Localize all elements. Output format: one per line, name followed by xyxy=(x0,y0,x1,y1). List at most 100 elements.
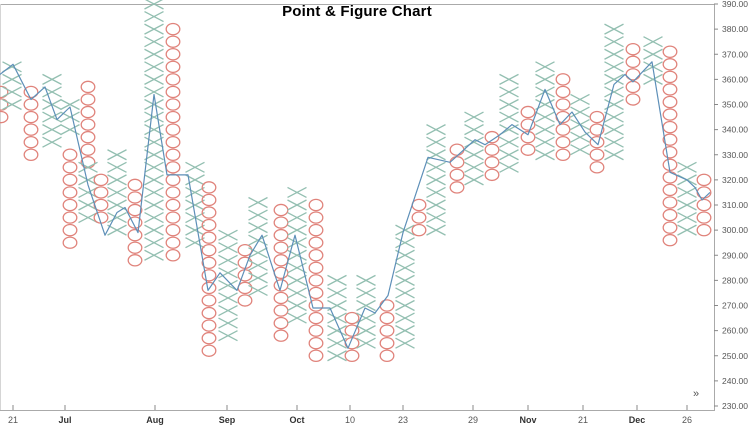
pnf-o-column xyxy=(62,148,78,249)
o-mark xyxy=(201,344,217,357)
o-mark xyxy=(696,186,712,199)
o-mark xyxy=(127,216,143,229)
x-mark xyxy=(426,124,446,136)
o-mark xyxy=(379,324,395,337)
o-mark xyxy=(93,173,109,187)
o-mark xyxy=(165,135,181,149)
x-mark xyxy=(327,287,347,299)
o-mark xyxy=(93,211,109,224)
x-mark xyxy=(395,224,415,236)
close-line xyxy=(0,61,711,349)
o-mark xyxy=(237,269,253,282)
x-mark xyxy=(78,174,98,186)
x-mark xyxy=(426,199,446,211)
pnf-o-column xyxy=(520,105,536,156)
x-mark xyxy=(643,73,663,85)
o-mark xyxy=(80,130,96,144)
x-mark xyxy=(107,161,127,173)
x-mark xyxy=(356,299,376,312)
o-mark xyxy=(379,299,395,312)
o-mark xyxy=(127,191,143,204)
o-mark xyxy=(80,118,96,131)
pnf-o-column xyxy=(23,85,39,161)
x-mark xyxy=(327,350,347,362)
x-mark xyxy=(287,312,307,324)
o-mark xyxy=(273,216,289,229)
o-mark xyxy=(165,211,181,224)
o-mark xyxy=(23,110,39,124)
o-mark xyxy=(308,248,324,262)
x-mark xyxy=(185,199,205,211)
y-axis-label: 250.00 xyxy=(722,351,748,361)
pnf-o-column xyxy=(165,22,181,262)
o-mark xyxy=(165,48,181,61)
o-mark xyxy=(696,198,712,212)
y-axis-label: 300.00 xyxy=(722,225,748,235)
o-mark xyxy=(0,98,9,111)
o-mark xyxy=(201,306,217,320)
o-mark xyxy=(520,105,536,119)
x-mark xyxy=(426,224,446,236)
x-mark xyxy=(218,304,238,317)
o-mark xyxy=(23,98,39,111)
x-mark xyxy=(144,98,164,111)
o-mark xyxy=(484,130,500,144)
o-mark xyxy=(449,143,465,156)
pnf-x-column xyxy=(185,161,205,249)
o-mark xyxy=(662,183,678,197)
x-mark xyxy=(535,86,555,98)
y-axis-label: 280.00 xyxy=(722,275,748,285)
x-mark xyxy=(604,136,624,148)
o-mark xyxy=(555,73,571,86)
x-mark xyxy=(287,299,307,312)
y-axis-label: 290.00 xyxy=(722,250,748,260)
axis-scroll-button[interactable]: » xyxy=(693,388,700,400)
o-mark xyxy=(237,243,253,257)
x-mark xyxy=(604,86,624,98)
pnf-x-column xyxy=(144,0,164,261)
x-mark xyxy=(144,249,164,261)
o-mark xyxy=(201,218,217,232)
o-mark xyxy=(696,223,712,237)
pnf-x-column xyxy=(218,229,238,342)
o-mark xyxy=(662,108,678,121)
o-mark xyxy=(379,336,395,350)
x-mark xyxy=(2,98,22,111)
x-mark xyxy=(426,161,446,173)
pnf-x-column xyxy=(643,36,663,85)
o-mark xyxy=(484,143,500,156)
y-axis-label: 230.00 xyxy=(722,401,748,411)
o-mark xyxy=(308,211,324,224)
chart-title: Point & Figure Chart xyxy=(282,3,432,20)
pnf-x-column xyxy=(287,186,307,324)
o-mark xyxy=(80,143,96,156)
o-mark xyxy=(165,223,181,237)
o-mark xyxy=(555,85,571,99)
pnf-x-column xyxy=(78,161,98,224)
o-mark xyxy=(201,319,217,332)
o-mark xyxy=(662,83,678,96)
o-mark xyxy=(273,316,289,330)
o-mark xyxy=(625,68,641,81)
x-mark xyxy=(464,149,484,161)
x-mark xyxy=(144,199,164,211)
pnf-o-column xyxy=(273,203,289,342)
x-mark xyxy=(426,136,446,148)
x-mark xyxy=(185,161,205,173)
x-mark xyxy=(426,211,446,224)
x-mark xyxy=(144,10,164,23)
o-mark xyxy=(273,203,289,217)
o-mark xyxy=(201,269,217,282)
o-mark xyxy=(165,98,181,111)
o-mark xyxy=(165,85,181,99)
y-axis-label: 270.00 xyxy=(722,301,748,311)
x-mark xyxy=(464,161,484,173)
x-mark xyxy=(144,211,164,224)
o-mark xyxy=(662,45,678,58)
pnf-o-column xyxy=(379,299,395,362)
pnf-x-column xyxy=(677,161,697,236)
x-axis-label: Dec xyxy=(629,415,646,425)
o-mark xyxy=(201,193,217,207)
x-mark xyxy=(144,23,164,35)
x-mark xyxy=(78,161,98,173)
